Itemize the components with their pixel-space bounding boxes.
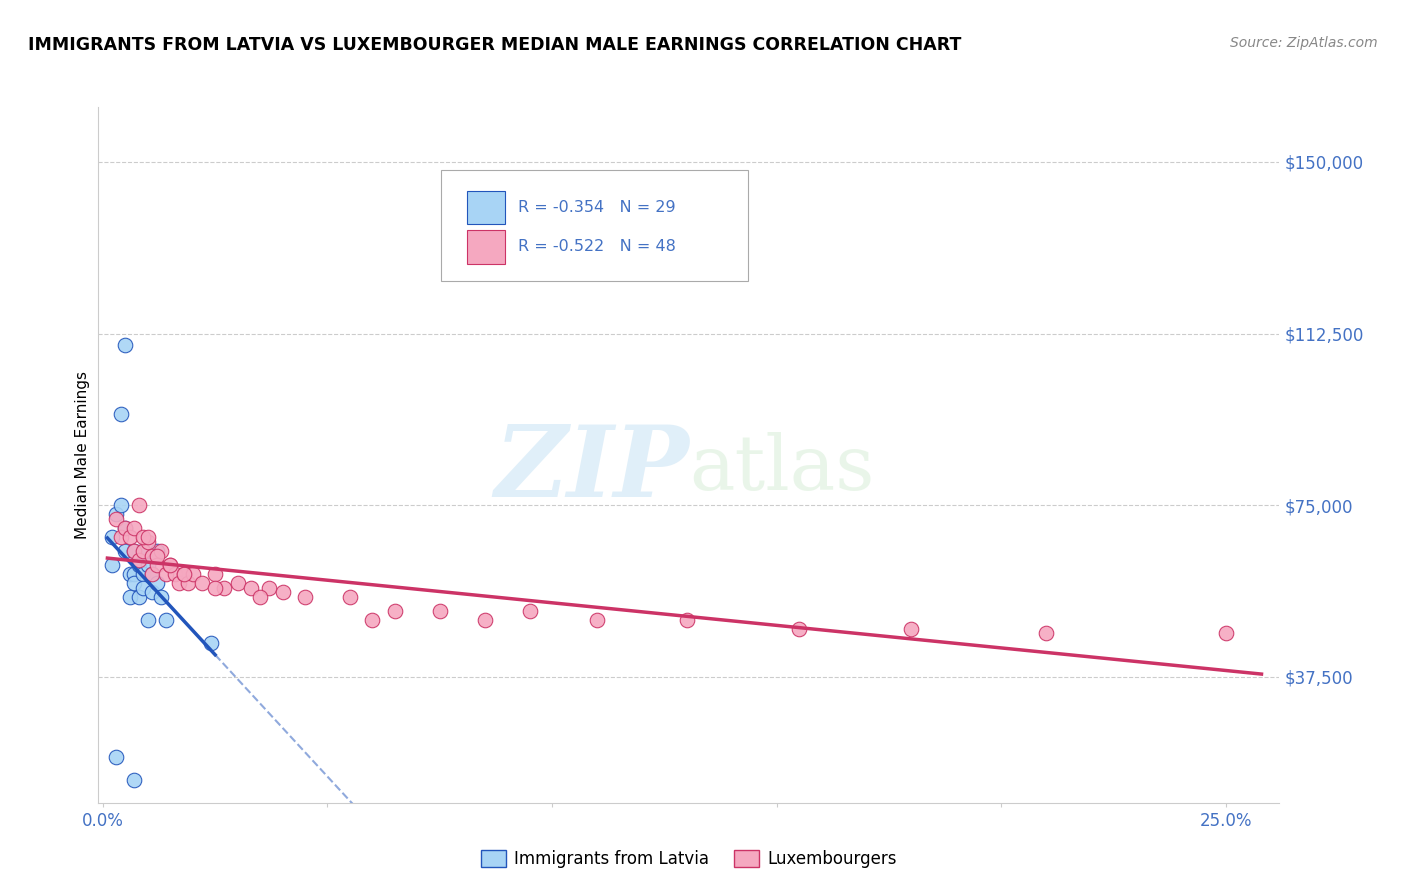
Bar <box>467 230 505 263</box>
Point <box>181 566 204 581</box>
Point <box>101 530 124 544</box>
Point <box>167 576 190 591</box>
Point <box>586 613 609 627</box>
Point <box>132 530 155 544</box>
Point <box>1215 626 1237 640</box>
Point <box>124 566 146 581</box>
Point <box>249 590 271 604</box>
Text: Source: ZipAtlas.com: Source: ZipAtlas.com <box>1230 36 1378 50</box>
Point <box>105 512 128 526</box>
Point <box>114 544 136 558</box>
Point <box>136 613 159 627</box>
Point <box>159 558 181 572</box>
Point <box>150 590 173 604</box>
Point <box>141 585 163 599</box>
Point <box>146 549 169 563</box>
Legend: Immigrants from Latvia, Luxembourgers: Immigrants from Latvia, Luxembourgers <box>474 843 904 874</box>
Y-axis label: Median Male Earnings: Median Male Earnings <box>75 371 90 539</box>
Point <box>1035 626 1057 640</box>
Point <box>110 530 132 544</box>
Point <box>105 750 128 764</box>
Point <box>240 581 263 595</box>
Point <box>136 534 159 549</box>
Point <box>118 590 141 604</box>
Point <box>136 530 159 544</box>
Point <box>101 558 124 572</box>
Point <box>226 576 249 591</box>
Point <box>900 622 922 636</box>
Point <box>212 581 235 595</box>
Point <box>159 558 181 572</box>
Point <box>190 576 212 591</box>
Point <box>114 521 136 535</box>
Point <box>271 585 294 599</box>
Point <box>110 498 132 512</box>
FancyBboxPatch shape <box>441 169 748 281</box>
Point <box>114 521 136 535</box>
Point <box>204 566 226 581</box>
Point <box>128 558 150 572</box>
Point <box>136 558 159 572</box>
Point <box>150 544 173 558</box>
Text: R = -0.354   N = 29: R = -0.354 N = 29 <box>517 200 675 215</box>
Point <box>132 581 155 595</box>
Text: atlas: atlas <box>689 432 875 506</box>
Point <box>124 576 146 591</box>
Point <box>163 566 186 581</box>
Point <box>141 566 163 581</box>
Point <box>155 566 177 581</box>
Text: IMMIGRANTS FROM LATVIA VS LUXEMBOURGER MEDIAN MALE EARNINGS CORRELATION CHART: IMMIGRANTS FROM LATVIA VS LUXEMBOURGER M… <box>28 36 962 54</box>
Point <box>429 603 451 617</box>
Point <box>124 521 146 535</box>
Point <box>132 566 155 581</box>
Point <box>141 549 163 563</box>
Point <box>675 613 697 627</box>
Point <box>787 622 810 636</box>
Point <box>384 603 406 617</box>
Point <box>118 566 141 581</box>
Bar <box>467 191 505 224</box>
Point <box>128 590 150 604</box>
Point <box>173 566 195 581</box>
Point <box>177 576 200 591</box>
Point <box>110 407 132 421</box>
Point <box>204 581 226 595</box>
Point <box>519 603 541 617</box>
Text: R = -0.522   N = 48: R = -0.522 N = 48 <box>517 239 675 254</box>
Point <box>105 508 128 522</box>
Point <box>155 613 177 627</box>
Point <box>361 613 384 627</box>
Point <box>132 544 155 558</box>
Point <box>474 613 496 627</box>
Point <box>146 558 169 572</box>
Point <box>339 590 361 604</box>
Point <box>294 590 316 604</box>
Point <box>114 338 136 352</box>
Point <box>141 566 163 581</box>
Point <box>173 566 195 581</box>
Point <box>128 498 150 512</box>
Point <box>124 544 146 558</box>
Point <box>132 544 155 558</box>
Point <box>124 544 146 558</box>
Text: ZIP: ZIP <box>494 421 689 517</box>
Point <box>146 544 169 558</box>
Point <box>118 530 141 544</box>
Point <box>200 635 222 649</box>
Point <box>146 576 169 591</box>
Point <box>128 553 150 567</box>
Point <box>124 772 146 787</box>
Point <box>257 581 280 595</box>
